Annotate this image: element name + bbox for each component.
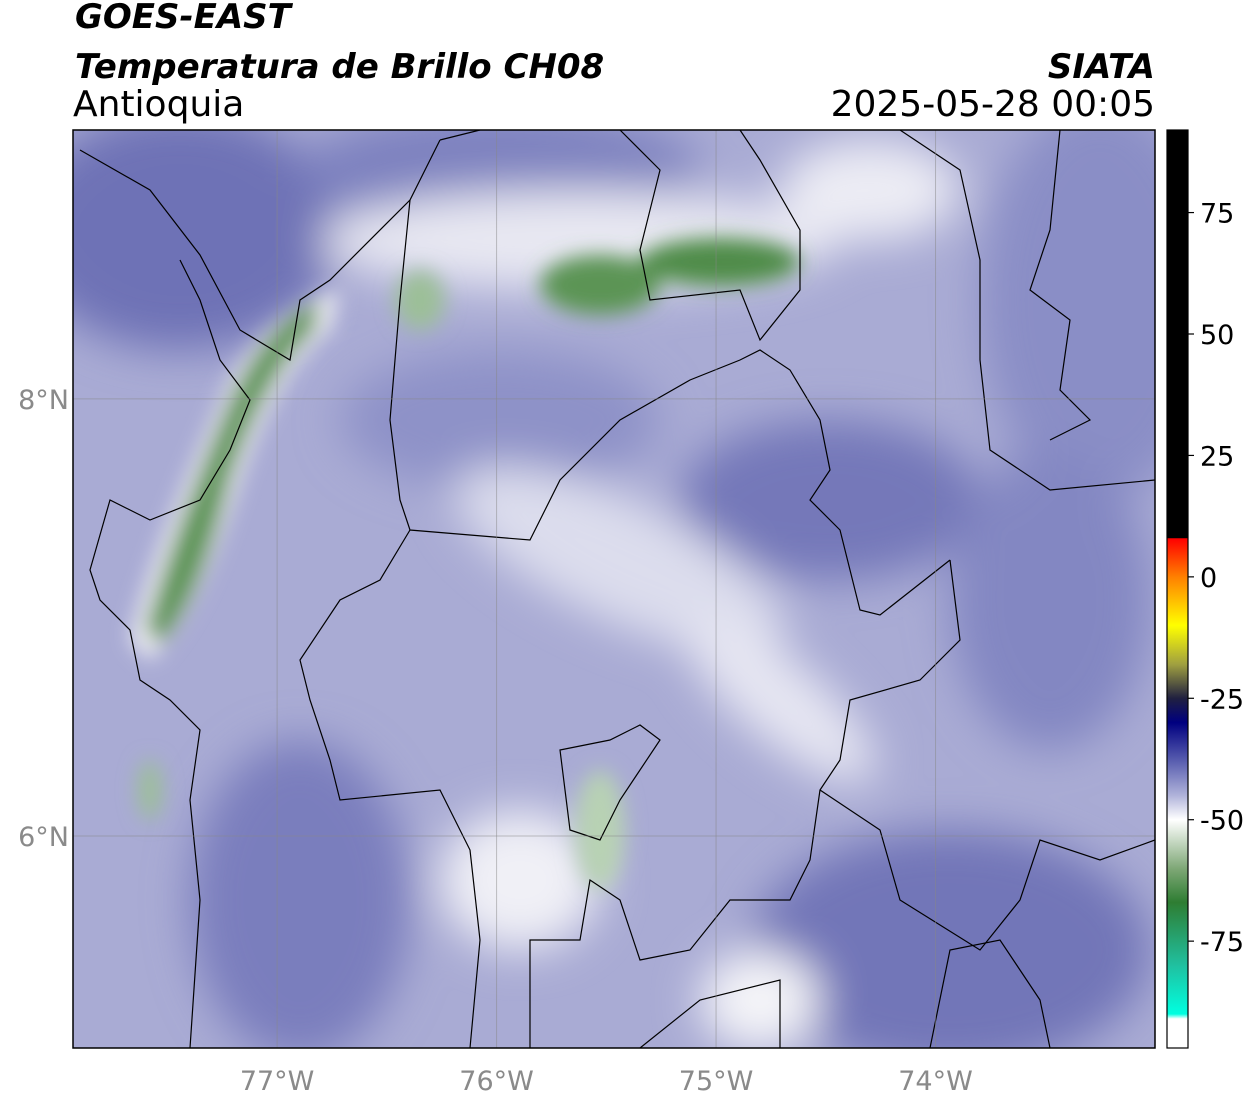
y-tick-label: 6°N (18, 822, 69, 853)
y-tick-label: 8°N (18, 385, 69, 416)
x-tick-label: 77°W (240, 1066, 315, 1097)
colorbar-tick-label: -50 (1200, 806, 1244, 837)
plot-frame (72, 129, 1156, 1049)
colorbar-tick-label: -75 (1200, 927, 1244, 958)
graticule (73, 130, 1155, 1048)
colorbar-tick-label: 0 (1200, 563, 1217, 594)
title: GOES-EAST (75, 0, 294, 37)
colorbar-tick-label: 25 (1200, 441, 1234, 472)
subtitle: Temperatura de Brillo CH08 (75, 47, 604, 87)
region: Antioquia (73, 84, 244, 125)
boundaries (79, 130, 1155, 1048)
x-tick-label: 74°W (898, 1066, 973, 1097)
satellite-image (73, 130, 1155, 1048)
colorbar (1166, 129, 1189, 1049)
colorbar-tick-label: 50 (1200, 320, 1234, 351)
datetime: 2025-05-28 00:05 (831, 84, 1155, 125)
colorbar-tick-label: 75 (1200, 199, 1234, 230)
x-tick-label: 75°W (679, 1066, 754, 1097)
source: SIATA (1048, 47, 1155, 87)
x-tick-label: 76°W (459, 1066, 534, 1097)
colorbar-tick-label: -25 (1200, 684, 1244, 715)
